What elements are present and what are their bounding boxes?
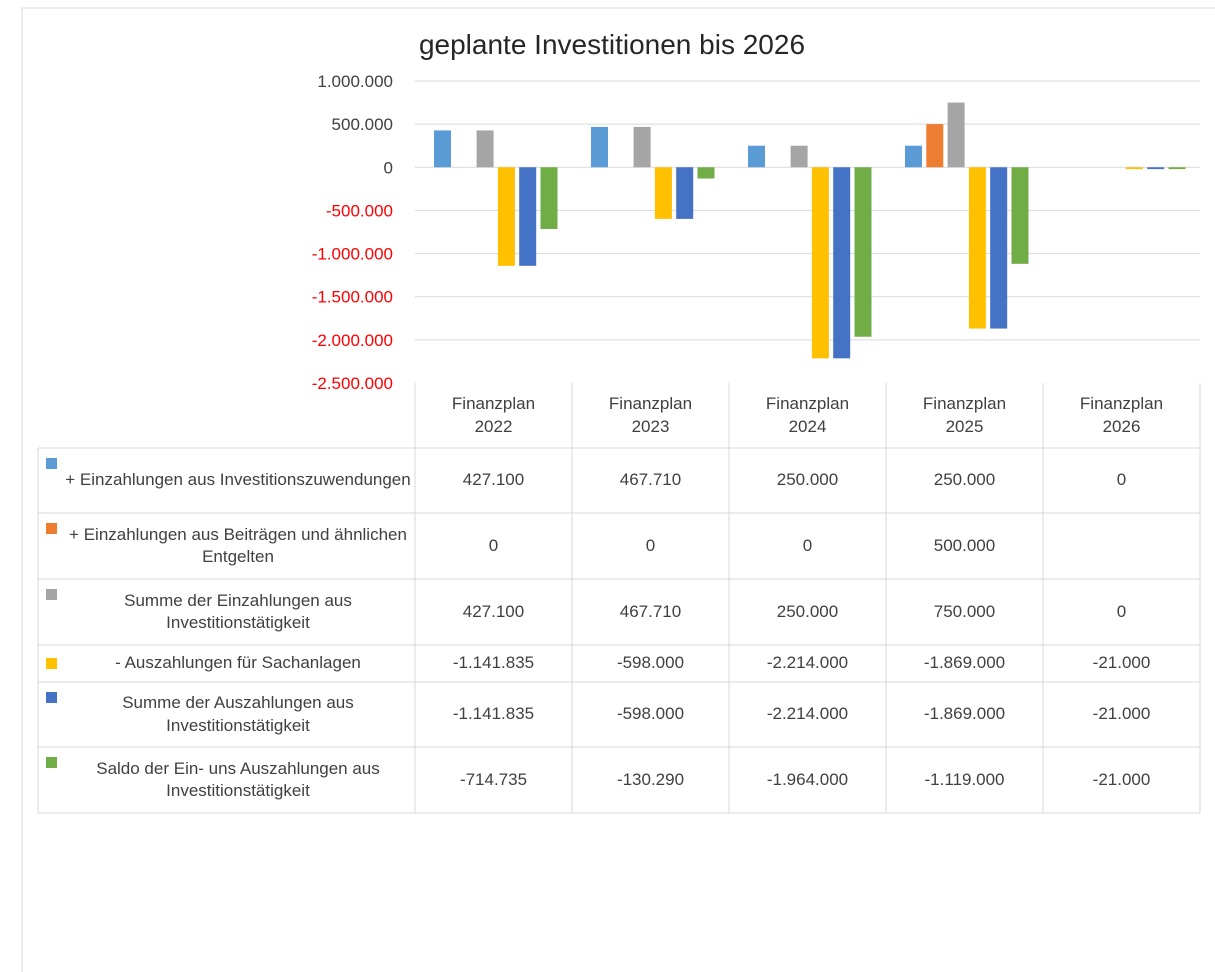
category-label: Finanzplan 2023 xyxy=(608,394,693,436)
value-label: -598.000 xyxy=(616,653,685,673)
bar xyxy=(1147,167,1165,170)
value-label: -1.964.000 xyxy=(766,769,849,789)
series-name-cell: + Einzahlungen aus Investitionszuwendung… xyxy=(38,448,415,513)
series-name-cell: - Auszahlungen für Sachanlagen xyxy=(38,645,415,682)
value-label: 0 xyxy=(1116,601,1127,621)
bar xyxy=(697,167,715,179)
value-label: 467.710 xyxy=(619,470,682,490)
series-name-cell: + Einzahlungen aus Beiträgen und ähnlich… xyxy=(38,513,415,579)
bar xyxy=(790,145,808,168)
bar xyxy=(633,126,651,168)
y-tick-label: -1.500.000 xyxy=(312,288,393,307)
value-label: -1.869.000 xyxy=(923,704,1006,724)
bar xyxy=(1125,167,1143,170)
bar xyxy=(654,167,672,219)
y-tick-label: -2.000.000 xyxy=(312,331,393,350)
bar xyxy=(1168,167,1186,170)
value-label: -21.000 xyxy=(1092,653,1151,673)
value-label: -1.141.835 xyxy=(452,653,535,673)
bar xyxy=(434,130,451,168)
bar xyxy=(905,145,922,168)
bar xyxy=(811,167,829,359)
value-label: 250.000 xyxy=(933,470,996,490)
bar xyxy=(748,145,765,168)
y-tick-label: 1.000.000 xyxy=(317,72,393,91)
legend-label: Summe der Einzahlungen aus Investitionst… xyxy=(124,590,352,632)
value-label: -2.214.000 xyxy=(766,704,849,724)
legend-label: Summe der Auszahlungen aus Investitionst… xyxy=(122,693,354,735)
value-label: -21.000 xyxy=(1092,769,1151,789)
series-name-cell: Summe der Einzahlungen aus Investitionst… xyxy=(38,579,415,645)
chart-title: geplante Investitionen bis 2026 xyxy=(419,29,805,60)
value-label: 250.000 xyxy=(776,601,839,621)
y-tick-label: -500.000 xyxy=(326,201,393,220)
legend-key xyxy=(46,757,57,768)
legend-label: - Auszahlungen für Sachanlagen xyxy=(115,653,361,673)
value-label: 0 xyxy=(802,535,813,555)
series-name-cell: Summe der Auszahlungen aus Investitionst… xyxy=(38,682,415,747)
y-tick-label: -1.000.000 xyxy=(312,245,393,264)
category-label: Finanzplan 2026 xyxy=(1079,394,1164,436)
value-label: -1.141.835 xyxy=(452,704,535,724)
bar xyxy=(968,167,986,329)
bar xyxy=(497,167,515,266)
legend-label: Saldo der Ein- uns Auszahlungen aus Inve… xyxy=(96,758,380,800)
y-tick-label: -2.500.000 xyxy=(312,374,393,393)
category-label: Finanzplan 2024 xyxy=(765,394,850,436)
category-label: Finanzplan 2022 xyxy=(451,394,536,436)
bar xyxy=(947,102,965,168)
bar xyxy=(926,124,944,168)
value-label: 750.000 xyxy=(933,601,996,621)
bar xyxy=(676,167,694,219)
bar xyxy=(833,167,851,359)
value-label: 0 xyxy=(1116,470,1127,490)
bar xyxy=(854,167,872,337)
value-label: -1.869.000 xyxy=(923,653,1006,673)
value-label: -21.000 xyxy=(1092,704,1151,724)
legend-key xyxy=(46,523,57,534)
chart-frame xyxy=(21,7,1215,972)
legend-label: + Einzahlungen aus Beiträgen und ähnlich… xyxy=(69,524,407,566)
bar xyxy=(519,167,537,266)
bar xyxy=(476,130,494,168)
bar xyxy=(990,167,1008,329)
y-tick-label: 0 xyxy=(384,158,393,177)
legend-key xyxy=(46,458,57,469)
bar xyxy=(591,126,608,168)
value-label: 0 xyxy=(645,535,656,555)
value-label: 250.000 xyxy=(776,470,839,490)
value-label: -598.000 xyxy=(616,704,685,724)
value-label: 427.100 xyxy=(462,601,525,621)
legend-key xyxy=(46,692,57,703)
bar xyxy=(540,167,558,229)
y-tick-label: 500.000 xyxy=(332,115,393,134)
series-name-cell: Saldo der Ein- uns Auszahlungen aus Inve… xyxy=(38,747,415,813)
legend-label: + Einzahlungen aus Investitionszuwendung… xyxy=(65,470,411,490)
value-label: 467.710 xyxy=(619,601,682,621)
legend-key xyxy=(46,658,57,669)
category-label: Finanzplan 2025 xyxy=(922,394,1007,436)
value-label: -130.290 xyxy=(616,769,685,789)
value-label: 427.100 xyxy=(462,470,525,490)
value-label: 0 xyxy=(488,535,499,555)
value-label: -1.119.000 xyxy=(924,769,1005,789)
bar xyxy=(1011,167,1029,264)
value-label: -714.735 xyxy=(459,769,528,789)
value-label: -2.214.000 xyxy=(766,653,849,673)
legend-key xyxy=(46,589,57,600)
value-label: 500.000 xyxy=(933,535,996,555)
